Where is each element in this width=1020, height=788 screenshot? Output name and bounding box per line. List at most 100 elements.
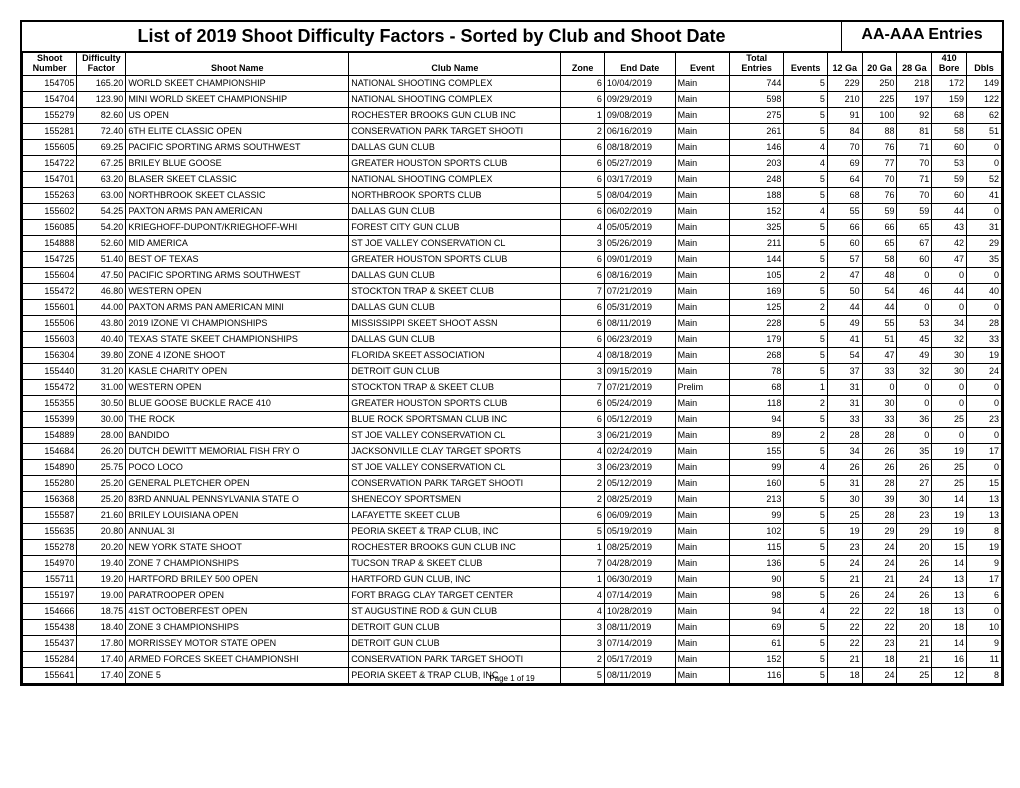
cell-num: 155279 bbox=[23, 107, 77, 123]
cell-event: Main bbox=[675, 571, 729, 587]
col-header-zone: Zone bbox=[561, 53, 605, 76]
cell-g410: 0 bbox=[932, 267, 967, 283]
cell-dbls: 28 bbox=[967, 315, 1002, 331]
cell-event: Main bbox=[675, 427, 729, 443]
cell-zone: 6 bbox=[561, 331, 605, 347]
cell-g28: 197 bbox=[897, 91, 932, 107]
cell-dbls: 51 bbox=[967, 123, 1002, 139]
cell-total: 275 bbox=[729, 107, 783, 123]
cell-club: ST JOE VALLEY CONSERVATION CL bbox=[349, 427, 561, 443]
cell-g28: 26 bbox=[897, 587, 932, 603]
cell-g410: 172 bbox=[932, 75, 967, 91]
col-header-event: Event bbox=[675, 53, 729, 76]
cell-g20: 39 bbox=[862, 491, 897, 507]
cell-g28: 30 bbox=[897, 491, 932, 507]
cell-event: Main bbox=[675, 139, 729, 155]
cell-ev: 5 bbox=[784, 475, 828, 491]
cell-ev: 5 bbox=[784, 363, 828, 379]
cell-event: Main bbox=[675, 587, 729, 603]
cell-diff: 19.20 bbox=[77, 571, 126, 587]
cell-g20: 26 bbox=[862, 443, 897, 459]
cell-event: Main bbox=[675, 475, 729, 491]
cell-zone: 6 bbox=[561, 155, 605, 171]
cell-dbls: 35 bbox=[967, 251, 1002, 267]
cell-ev: 5 bbox=[784, 651, 828, 667]
cell-event: Main bbox=[675, 283, 729, 299]
cell-name: THE ROCK bbox=[126, 411, 349, 427]
cell-date: 07/14/2019 bbox=[604, 587, 675, 603]
cell-g410: 19 bbox=[932, 443, 967, 459]
cell-g28: 81 bbox=[897, 123, 932, 139]
cell-dbls: 8 bbox=[967, 523, 1002, 539]
cell-g12: 22 bbox=[827, 619, 862, 635]
col-header-name: Shoot Name bbox=[126, 53, 349, 76]
cell-club: FOREST CITY GUN CLUB bbox=[349, 219, 561, 235]
cell-event: Main bbox=[675, 667, 729, 683]
cell-date: 09/01/2019 bbox=[604, 251, 675, 267]
cell-name: 41ST OCTOBERFEST OPEN bbox=[126, 603, 349, 619]
cell-num: 154684 bbox=[23, 443, 77, 459]
cell-zone: 1 bbox=[561, 571, 605, 587]
cell-ev: 4 bbox=[784, 603, 828, 619]
cell-date: 05/17/2019 bbox=[604, 651, 675, 667]
cell-ev: 5 bbox=[784, 587, 828, 603]
cell-date: 07/14/2019 bbox=[604, 635, 675, 651]
report-subtitle: AA-AAA Entries bbox=[842, 22, 1002, 51]
cell-num: 154666 bbox=[23, 603, 77, 619]
cell-g410: 16 bbox=[932, 651, 967, 667]
cell-g12: 31 bbox=[827, 395, 862, 411]
cell-dbls: 40 bbox=[967, 283, 1002, 299]
cell-dbls: 17 bbox=[967, 571, 1002, 587]
cell-zone: 3 bbox=[561, 235, 605, 251]
report-frame: List of 2019 Shoot Difficulty Factors - … bbox=[20, 20, 1004, 686]
cell-total: 146 bbox=[729, 139, 783, 155]
cell-g410: 0 bbox=[932, 379, 967, 395]
cell-name: ZONE 4 IZONE SHOOT bbox=[126, 347, 349, 363]
cell-club: DALLAS GUN CLUB bbox=[349, 267, 561, 283]
report-title: List of 2019 Shoot Difficulty Factors - … bbox=[22, 22, 842, 51]
cell-g20: 23 bbox=[862, 635, 897, 651]
cell-date: 06/30/2019 bbox=[604, 571, 675, 587]
cell-date: 06/23/2019 bbox=[604, 331, 675, 347]
cell-date: 09/29/2019 bbox=[604, 91, 675, 107]
cell-g20: 48 bbox=[862, 267, 897, 283]
cell-g28: 218 bbox=[897, 75, 932, 91]
cell-g410: 0 bbox=[932, 395, 967, 411]
cell-num: 155601 bbox=[23, 299, 77, 315]
cell-total: 125 bbox=[729, 299, 783, 315]
cell-g410: 44 bbox=[932, 283, 967, 299]
cell-event: Main bbox=[675, 171, 729, 187]
table-row: 15497019.40ZONE 7 CHAMPIONSHIPSTUCSON TR… bbox=[23, 555, 1002, 571]
cell-ev: 4 bbox=[784, 139, 828, 155]
cell-dbls: 11 bbox=[967, 651, 1002, 667]
col-header-dbls: Dbls bbox=[967, 53, 1002, 76]
cell-event: Main bbox=[675, 331, 729, 347]
cell-name: POCO LOCO bbox=[126, 459, 349, 475]
cell-g20: 28 bbox=[862, 475, 897, 491]
cell-zone: 6 bbox=[561, 395, 605, 411]
col-header-num: ShootNumber bbox=[23, 53, 77, 76]
cell-total: 160 bbox=[729, 475, 783, 491]
table-row: 15527820.20NEW YORK STATE SHOOTROCHESTER… bbox=[23, 539, 1002, 555]
cell-club: ST JOE VALLEY CONSERVATION CL bbox=[349, 235, 561, 251]
cell-total: 99 bbox=[729, 507, 783, 523]
cell-dbls: 41 bbox=[967, 187, 1002, 203]
cell-g12: 44 bbox=[827, 299, 862, 315]
table-row: 15472267.25BRILEY BLUE GOOSEGREATER HOUS… bbox=[23, 155, 1002, 171]
cell-name: NORTHBROOK SKEET CLASSIC bbox=[126, 187, 349, 203]
cell-total: 116 bbox=[729, 667, 783, 683]
cell-g28: 0 bbox=[897, 267, 932, 283]
cell-ev: 5 bbox=[784, 539, 828, 555]
cell-club: ROCHESTER BROOKS GUN CLUB INC bbox=[349, 539, 561, 555]
cell-ev: 5 bbox=[784, 235, 828, 251]
cell-ev: 5 bbox=[784, 635, 828, 651]
cell-ev: 4 bbox=[784, 459, 828, 475]
table-row: 15528025.20GENERAL PLETCHER OPENCONSERVA… bbox=[23, 475, 1002, 491]
cell-diff: 20.80 bbox=[77, 523, 126, 539]
cell-g20: 70 bbox=[862, 171, 897, 187]
cell-event: Main bbox=[675, 187, 729, 203]
cell-total: 105 bbox=[729, 267, 783, 283]
cell-name: 2019 IZONE VI CHAMPIONSHIPS bbox=[126, 315, 349, 331]
cell-name: PACIFIC SPORTING ARMS SOUTHWEST bbox=[126, 139, 349, 155]
cell-ev: 2 bbox=[784, 299, 828, 315]
